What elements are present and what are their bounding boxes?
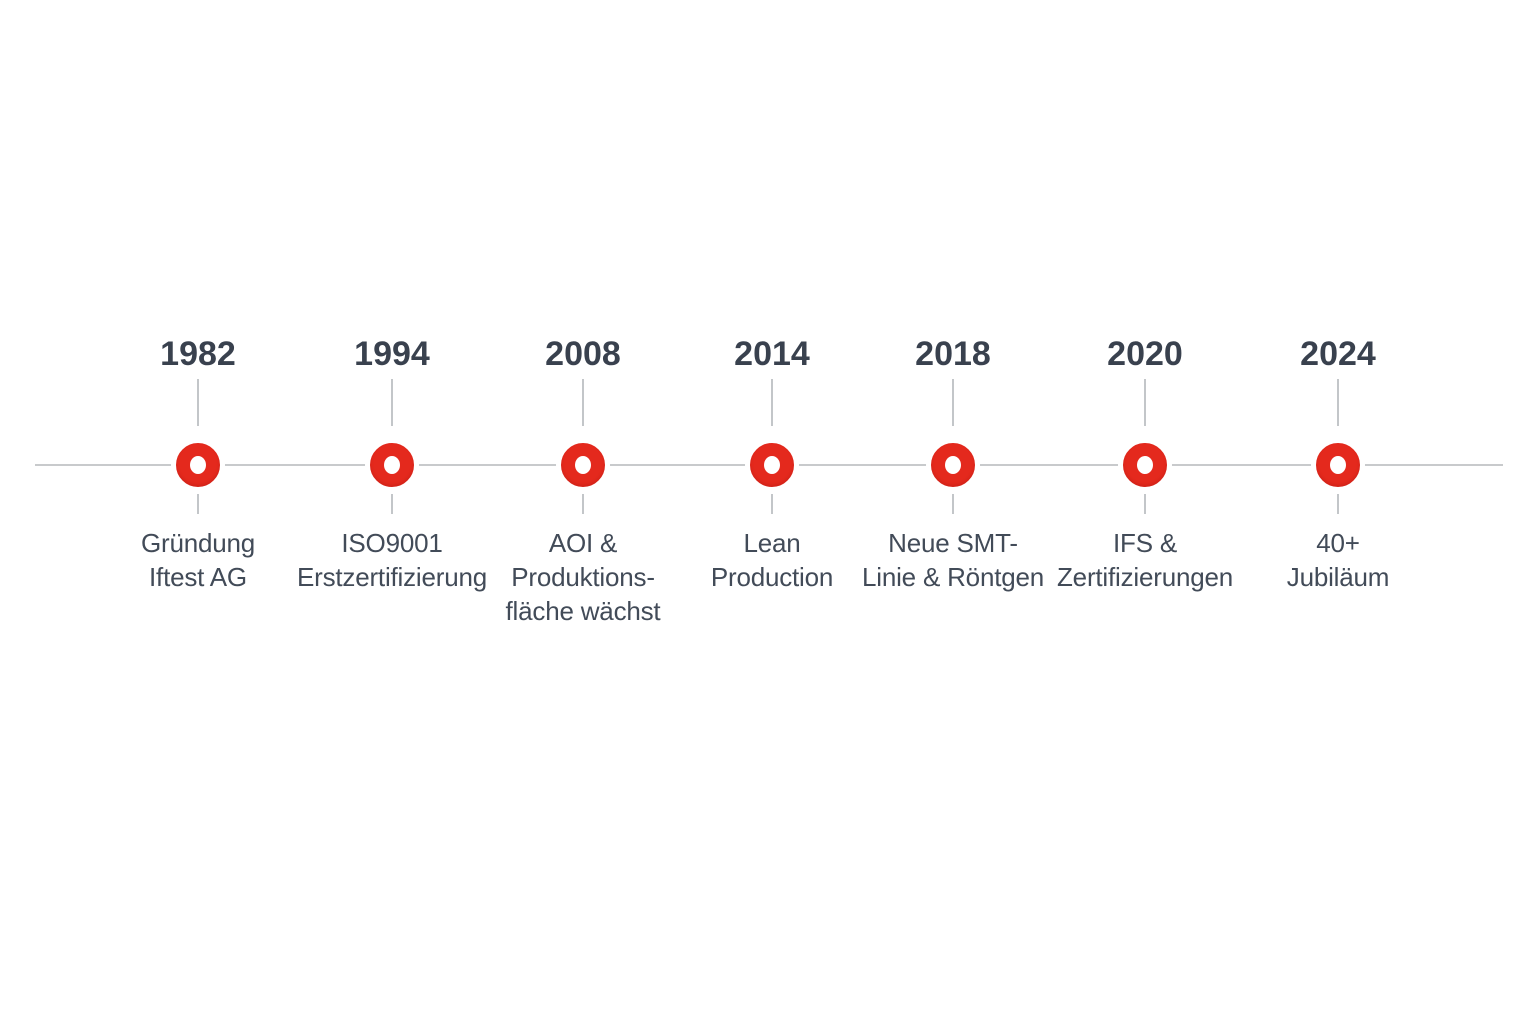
- milestone-year: 1982: [160, 335, 236, 373]
- connector-line-bottom: [197, 494, 199, 514]
- connector-line-top: [771, 379, 773, 426]
- milestone-label: IFS & Zertifizierungen: [1057, 528, 1233, 592]
- milestone-year: 2020: [1107, 335, 1183, 373]
- milestone-marker-icon: [926, 438, 980, 492]
- connector-line-bottom: [582, 494, 584, 514]
- connector-line-bottom: [1337, 494, 1339, 514]
- timeline-milestone-2024: 2024 40+ Jubiläum: [1218, 334, 1458, 594]
- milestone-label: AOI & Produktions- fläche wächst: [505, 528, 661, 626]
- milestone-marker-icon: [1118, 438, 1172, 492]
- milestone-label: ISO9001 Erstzertifizierung: [296, 528, 488, 592]
- milestone-year: 2024: [1300, 335, 1376, 373]
- milestone-year: 1994: [354, 335, 430, 373]
- milestone-year: 2008: [545, 335, 621, 373]
- connector-line-top: [197, 379, 199, 426]
- connector-line-bottom: [771, 494, 773, 514]
- milestone-label: Lean Production: [710, 528, 834, 592]
- connector-line-bottom: [952, 494, 954, 514]
- connector-line-top: [952, 379, 954, 426]
- milestone-marker-icon: [365, 438, 419, 492]
- milestone-label: Gründung Iftest AG: [140, 528, 256, 592]
- milestone-marker-icon: [745, 438, 799, 492]
- connector-line-top: [1337, 379, 1339, 426]
- connector-line-top: [391, 379, 393, 426]
- milestone-year: 2018: [915, 335, 991, 373]
- milestone-marker-icon: [1311, 438, 1365, 492]
- milestone-marker-icon: [556, 438, 610, 492]
- milestone-label: Neue SMT- Linie & Röntgen: [861, 528, 1045, 592]
- timeline-milestone-1994: 1994 ISO9001 Erstzertifizierung: [272, 334, 512, 594]
- connector-line-bottom: [1144, 494, 1146, 514]
- connector-line-top: [582, 379, 584, 426]
- timeline-milestone-1982: 1982 Gründung Iftest AG: [78, 334, 318, 594]
- timeline-milestone-2020: 2020 IFS & Zertifizierungen: [1025, 334, 1265, 594]
- timeline-milestone-2018: 2018 Neue SMT- Linie & Röntgen: [833, 334, 1073, 594]
- connector-line-bottom: [391, 494, 393, 514]
- milestone-year: 2014: [734, 335, 810, 373]
- timeline-milestone-2014: 2014 Lean Production: [652, 334, 892, 594]
- timeline-milestone-2008: 2008 AOI & Produktions- fläche wächst: [463, 334, 703, 628]
- milestone-label: 40+ Jubiläum: [1286, 528, 1390, 592]
- connector-line-top: [1144, 379, 1146, 426]
- milestone-marker-icon: [171, 438, 225, 492]
